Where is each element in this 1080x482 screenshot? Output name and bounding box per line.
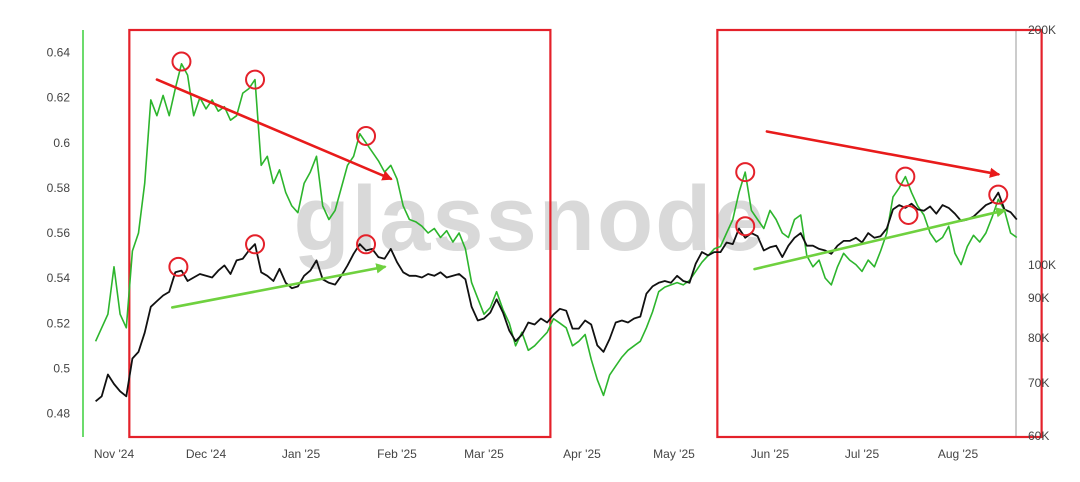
annotation-circle [895, 166, 916, 187]
left-tick-label: 0.64 [47, 46, 71, 60]
right-tick-label: 70K [1028, 376, 1049, 390]
trend-arrow-red [155, 78, 393, 181]
annotation-circles-layer [168, 51, 1009, 277]
right-tick-label: 100K [1028, 258, 1056, 272]
annotation-circle [356, 234, 377, 255]
right-tick-label: 90K [1028, 291, 1049, 305]
left-tick-label: 0.56 [47, 226, 71, 240]
left-tick-label: 0.48 [47, 407, 71, 421]
x-tick-label: Nov '24 [94, 447, 135, 461]
x-tick-label: Jul '25 [845, 447, 880, 461]
tick-labels-layer: Nov '24 Dec '24 Jan '25 Feb '25 Mar '25 Apr '… [47, 23, 1056, 461]
left-tick-label: 0.62 [47, 91, 71, 105]
highlight-boxes-layer [128, 28, 1043, 439]
highlight-box-1 [128, 28, 552, 439]
x-tick-label: Jan '25 [282, 447, 321, 461]
annotation-circle [988, 184, 1009, 205]
trend-arrow-red [765, 130, 1001, 178]
annotation-circle [735, 162, 756, 183]
x-tick-label: May '25 [653, 447, 695, 461]
trend-arrow-green [753, 207, 1007, 271]
trend-arrows-layer [155, 78, 1007, 309]
annotation-circle [356, 125, 377, 146]
x-tick-label: Mar '25 [464, 447, 504, 461]
right-tick-label: 80K [1028, 331, 1049, 345]
trend-arrow-green [170, 263, 387, 309]
watermark: glassnode [293, 168, 766, 270]
annotation-circle [171, 51, 192, 72]
left-tick-label: 0.6 [53, 136, 70, 150]
series-line-green [94, 63, 1018, 397]
series-line-black [95, 191, 1018, 402]
annotation-circle [245, 234, 266, 255]
x-tick-label: Jun '25 [751, 447, 790, 461]
left-tick-label: 0.5 [53, 361, 70, 375]
x-tick-label: Aug '25 [938, 447, 979, 461]
right-tick-label: 60K [1028, 429, 1049, 443]
left-tick-label: 0.54 [47, 271, 71, 285]
x-tick-label: Apr '25 [563, 447, 601, 461]
x-tick-label: Feb '25 [377, 447, 417, 461]
right-tick-label: 200K [1028, 23, 1056, 37]
left-tick-label: 0.58 [47, 181, 71, 195]
annotation-circle [168, 256, 189, 277]
axes-layer [82, 30, 1017, 437]
series-layer [94, 63, 1018, 402]
annotation-circle [898, 204, 919, 225]
x-tick-label: Dec '24 [186, 447, 227, 461]
highlight-box-2 [716, 28, 1043, 439]
annotation-circle [735, 216, 756, 237]
annotation-circle [245, 69, 266, 90]
left-tick-label: 0.52 [47, 316, 71, 330]
